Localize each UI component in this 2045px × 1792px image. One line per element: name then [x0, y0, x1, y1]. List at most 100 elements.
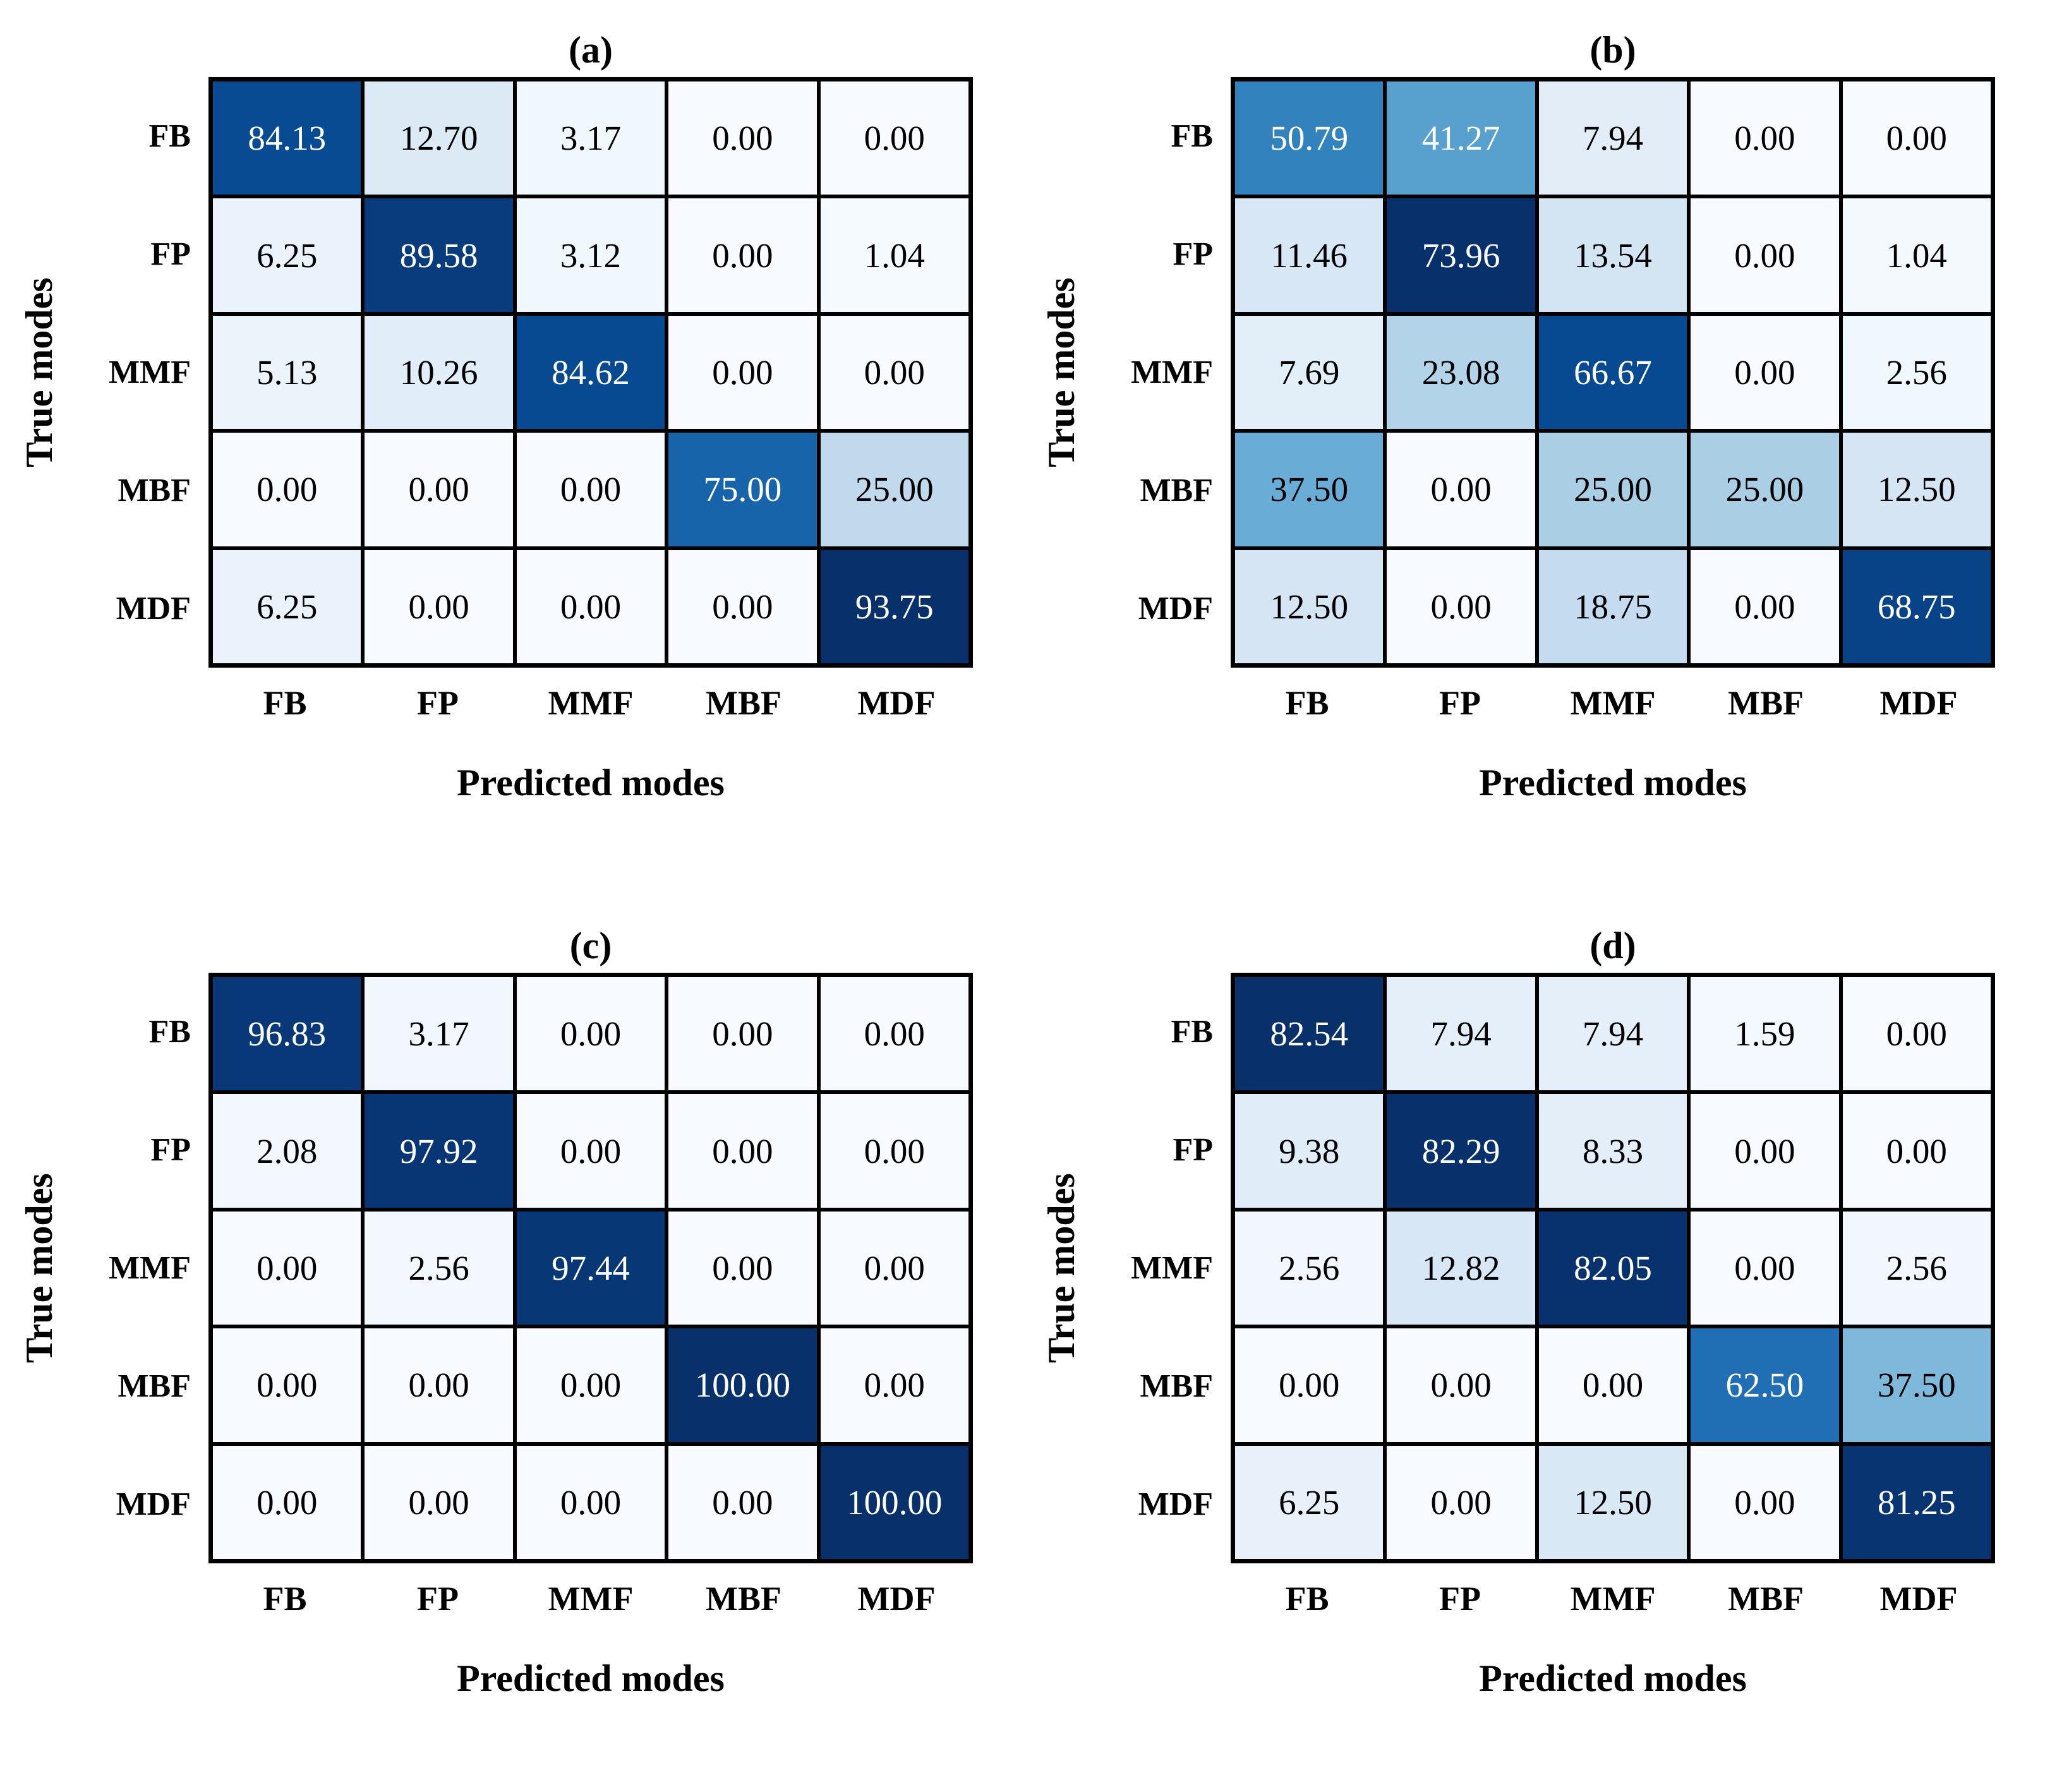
matrix-cell: 0.00 — [1840, 80, 1993, 197]
matrix-cell: 82.54 — [1233, 975, 1385, 1093]
row-label: FB — [148, 1014, 191, 1050]
panel-b: (b) True modes FB FP MMF MBF MDF 50.79 41.27 7… — [1022, 0, 2045, 896]
matrix-cell: 81.25 — [1840, 1443, 1993, 1561]
matrix-cell: 12.70 — [363, 80, 515, 197]
confusion-matrix: 96.83 3.17 0.00 0.00 0.00 2.08 97.92 0.00 0.00 0.… — [208, 973, 973, 1563]
matrix-cell: 25.00 — [1689, 431, 1841, 548]
row-label: MMF — [1131, 354, 1213, 390]
matrix-cell: 2.56 — [1840, 1209, 1993, 1327]
matrix-cell: 0.00 — [818, 1092, 970, 1210]
row-labels: FB FP MMF MBF MDF — [79, 77, 208, 668]
x-axis-label: Predicted modes — [1479, 761, 1747, 803]
row-label: FB — [1171, 1014, 1213, 1050]
col-labels: FB FP MMF MBF MDF — [1231, 668, 1995, 738]
matrix-cell: 62.50 — [1689, 1326, 1841, 1444]
matrix-cell: 0.00 — [818, 1209, 970, 1327]
matrix-cell: 5.13 — [211, 313, 363, 431]
row-label: FP — [1173, 236, 1213, 272]
row-label: MDF — [1138, 591, 1213, 627]
matrix-cell: 66.67 — [1536, 313, 1689, 431]
matrix-cell: 2.56 — [363, 1209, 515, 1327]
matrix-cell: 0.00 — [818, 80, 970, 197]
matrix-cell: 0.00 — [1840, 1092, 1993, 1210]
matrix-cell: 12.50 — [1840, 431, 1993, 548]
col-label: FB — [263, 1580, 307, 1618]
col-label: FB — [263, 684, 307, 722]
matrix-cell: 2.56 — [1840, 313, 1993, 431]
matrix-cell: 2.56 — [1233, 1209, 1385, 1327]
col-label: MMF — [1570, 684, 1656, 722]
matrix-cell: 41.27 — [1385, 80, 1537, 197]
row-label: MBF — [1140, 1368, 1213, 1404]
matrix-cell: 0.00 — [1689, 548, 1841, 665]
col-label: MMF — [548, 1580, 634, 1618]
confusion-matrix: 84.13 12.70 3.17 0.00 0.00 6.25 89.58 3.12 0.00 1… — [208, 77, 973, 668]
col-label: MBF — [1728, 1580, 1804, 1618]
matrix-cell: 0.00 — [363, 1443, 515, 1561]
matrix-cell: 93.75 — [818, 548, 970, 665]
matrix-cell: 0.00 — [363, 548, 515, 665]
matrix-cell: 68.75 — [1840, 548, 1993, 665]
matrix-cell: 100.00 — [667, 1326, 819, 1444]
matrix-cell: 1.59 — [1689, 975, 1841, 1093]
matrix-cell: 12.82 — [1385, 1209, 1537, 1327]
matrix-cell: 0.00 — [1689, 1443, 1841, 1561]
panel-c: (c) True modes FB FP MMF MBF MDF 96.83 3.17 0.… — [0, 896, 1022, 1792]
col-label: MMF — [548, 684, 634, 722]
matrix-cell: 6.25 — [211, 196, 363, 314]
matrix-cell: 0.00 — [667, 1092, 819, 1210]
matrix-cell: 0.00 — [363, 1326, 515, 1444]
matrix-cell: 23.08 — [1385, 313, 1537, 431]
matrix-cell: 0.00 — [211, 431, 363, 548]
row-labels: FB FP MMF MBF MDF — [1101, 77, 1231, 668]
col-labels: FB FP MMF MBF MDF — [208, 668, 973, 738]
row-label: MMF — [1131, 1250, 1213, 1286]
y-axis-label-wrap: True modes — [1022, 973, 1101, 1563]
matrix-cell: 12.50 — [1536, 1443, 1689, 1561]
row-label: FP — [150, 236, 191, 272]
row-label: MBF — [118, 472, 191, 508]
row-label: MDF — [116, 591, 191, 627]
matrix-cell: 82.29 — [1385, 1092, 1537, 1210]
matrix-cell: 0.00 — [514, 431, 667, 548]
col-label: FB — [1285, 1580, 1329, 1618]
col-label: MDF — [857, 1580, 936, 1618]
matrix-cell: 37.50 — [1840, 1326, 1993, 1444]
col-label: FP — [417, 684, 459, 722]
matrix-cell: 6.25 — [1233, 1443, 1385, 1561]
col-label: MBF — [1728, 684, 1804, 722]
matrix-cell: 25.00 — [818, 431, 970, 548]
col-labels: FB FP MMF MBF MDF — [208, 1563, 973, 1634]
row-label: MBF — [118, 1368, 191, 1404]
col-label: MDF — [857, 684, 936, 722]
matrix-cell: 0.00 — [1385, 1443, 1537, 1561]
matrix-cell: 0.00 — [1385, 431, 1537, 548]
y-axis-label: True modes — [1041, 277, 1082, 467]
matrix-cell: 100.00 — [818, 1443, 970, 1561]
row-label: FB — [148, 118, 191, 154]
matrix-cell: 75.00 — [667, 431, 819, 548]
matrix-cell: 7.94 — [1536, 80, 1689, 197]
y-axis-label-wrap: True modes — [1022, 77, 1101, 668]
matrix-cell: 0.00 — [363, 431, 515, 548]
matrix-cell: 96.83 — [211, 975, 363, 1093]
matrix-cell: 3.17 — [514, 80, 667, 197]
matrix-cell: 18.75 — [1536, 548, 1689, 665]
matrix-cell: 9.38 — [1233, 1092, 1385, 1210]
x-axis-label: Predicted modes — [1479, 1657, 1747, 1699]
matrix-cell: 0.00 — [1840, 975, 1993, 1093]
col-label: MDF — [1879, 684, 1958, 722]
col-label: MBF — [706, 684, 781, 722]
matrix-cell: 97.44 — [514, 1209, 667, 1327]
matrix-cell: 82.05 — [1536, 1209, 1689, 1327]
panel-title: (b) — [1590, 29, 1636, 71]
row-labels: FB FP MMF MBF MDF — [1101, 973, 1231, 1563]
row-label: MMF — [109, 354, 191, 390]
matrix-cell: 0.00 — [1689, 1092, 1841, 1210]
panel-title: (d) — [1590, 925, 1636, 966]
y-axis-label-wrap: True modes — [0, 973, 79, 1563]
matrix-cell: 7.94 — [1536, 975, 1689, 1093]
row-label: FP — [1173, 1132, 1213, 1168]
matrix-cell: 3.17 — [363, 975, 515, 1093]
